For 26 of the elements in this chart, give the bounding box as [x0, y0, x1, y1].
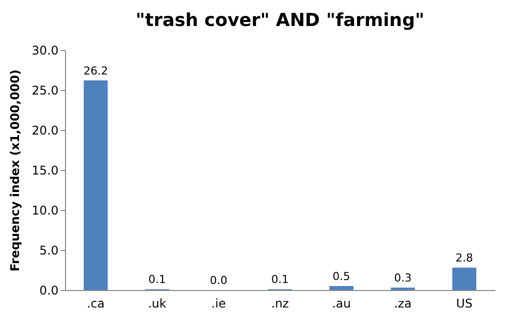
data-label: 0.5	[332, 270, 350, 283]
x-tick-label: .au	[332, 296, 351, 310]
data-label: 0.1	[148, 273, 166, 286]
y-axis-title: Frequency index (x1,000,000)	[8, 70, 22, 272]
data-label: 26.2	[83, 64, 108, 78]
x-tick-label: US	[456, 296, 472, 310]
bar	[84, 80, 108, 290]
x-tick-label: .uk	[148, 296, 166, 310]
y-tick-label: 20.0	[32, 124, 58, 138]
y-tick-label: 15.0	[32, 164, 58, 178]
data-label: 2.8	[456, 252, 474, 265]
chart-title: "trash cover" AND "farming"	[136, 10, 424, 31]
x-tick-label: .za	[394, 296, 412, 310]
y-tick-label: 0.0	[39, 284, 58, 298]
y-tick-label: 10.0	[32, 204, 58, 218]
bar	[452, 268, 476, 290]
data-label: 0.1	[271, 273, 289, 286]
x-tick-label: .ca	[86, 296, 105, 310]
bar	[329, 286, 354, 290]
x-tick-label: .ie	[211, 296, 226, 310]
data-label: 0.0	[210, 274, 228, 287]
y-tick-label: 30.0	[32, 44, 58, 58]
y-tick-label: 5.0	[39, 244, 58, 258]
data-label: 0.3	[394, 272, 412, 285]
x-tick-label: .nz	[271, 296, 289, 310]
y-tick-label: 25.0	[32, 84, 58, 98]
